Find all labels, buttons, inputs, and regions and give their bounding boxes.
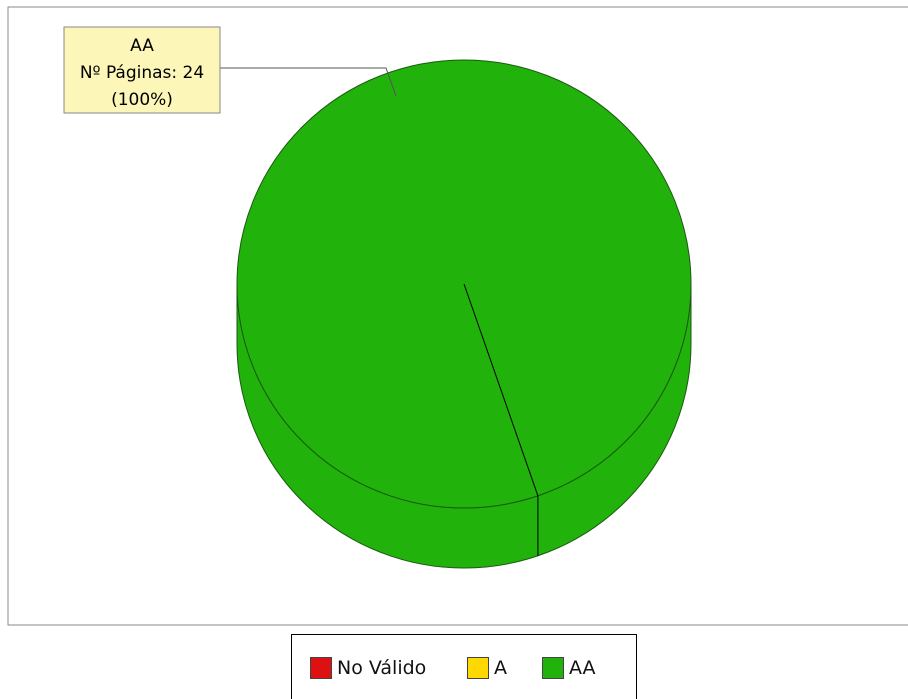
legend-swatch-yellow (467, 657, 489, 679)
pie-seam-line (463, 283, 539, 496)
legend-label: AA (569, 657, 596, 679)
label-line-2: Nº Páginas: 24 (80, 63, 204, 83)
label-box (63, 26, 221, 114)
legend-item-no-valido: No Válido (310, 655, 426, 681)
legend-swatch-red (310, 657, 332, 679)
legend-swatch-green (542, 657, 564, 679)
slice-label-aa: AA Nº Páginas: 24 (100%) (63, 26, 397, 114)
legend-label: A (494, 657, 507, 679)
legend-item-a: A (467, 655, 507, 681)
legend-item-aa: AA (542, 655, 596, 681)
label-line-3: (100%) (111, 90, 173, 110)
label-leader-line (220, 67, 397, 97)
pie-group (236, 59, 692, 569)
legend: No Válido A AA (291, 634, 637, 699)
legend-label: No Válido (337, 657, 427, 679)
label-line-1: AA (130, 36, 154, 56)
